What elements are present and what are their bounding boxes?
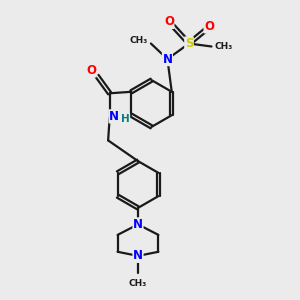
Text: N: N [133, 218, 143, 231]
Text: O: O [204, 20, 214, 33]
Text: N: N [162, 52, 172, 66]
Text: CH₃: CH₃ [129, 279, 147, 288]
Text: O: O [86, 64, 96, 77]
Text: CH₃: CH₃ [129, 36, 147, 45]
Text: O: O [164, 15, 174, 28]
Text: S: S [185, 37, 193, 50]
Text: N: N [133, 249, 143, 262]
Text: CH₃: CH₃ [215, 42, 233, 51]
Text: N: N [109, 110, 119, 123]
Text: H: H [121, 113, 130, 124]
